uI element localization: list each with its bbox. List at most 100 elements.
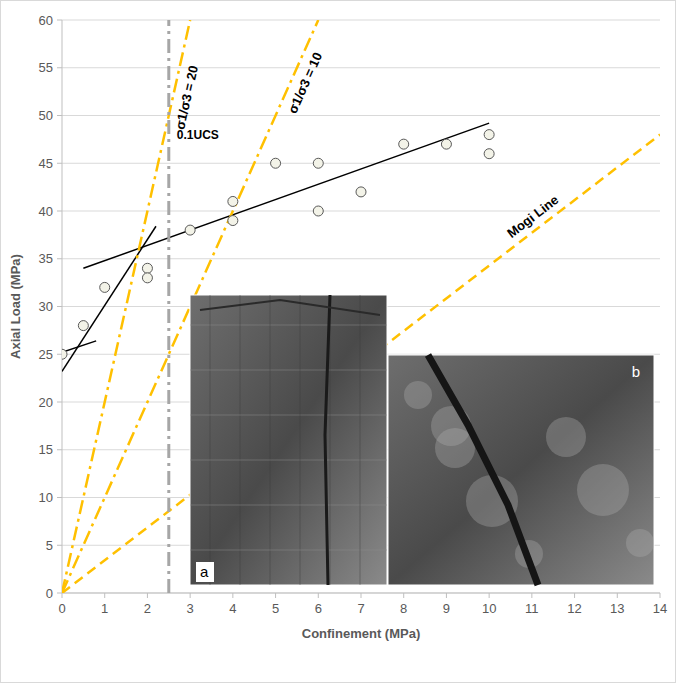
photo-label: b: [632, 363, 640, 380]
x-tick-label: 9: [443, 601, 450, 616]
data-point: [142, 273, 152, 283]
x-tick: [275, 593, 276, 598]
plot-area: [62, 20, 660, 593]
x-tick-label: 7: [357, 601, 364, 616]
data-point: [62, 349, 67, 359]
photo-texture: [190, 325, 387, 326]
photo-texture: [546, 417, 586, 457]
photo-texture: [190, 550, 387, 551]
grid-line: [62, 163, 660, 164]
y-tick-label: 60: [39, 13, 53, 28]
y-tick: [57, 306, 62, 307]
data-point: [484, 149, 494, 159]
frame: [1, 1, 676, 683]
data-point: [228, 196, 238, 206]
photo-label: a: [200, 563, 209, 580]
y-tick-label: 25: [39, 347, 53, 362]
x-tick: [62, 593, 63, 598]
y-tick-label: 30: [39, 299, 53, 314]
photo-texture: [626, 529, 654, 557]
x-tick-label: 1: [101, 601, 108, 616]
photo-label-ground: [196, 562, 214, 582]
y-tick-label: 45: [39, 156, 53, 171]
x-tick: [318, 593, 319, 598]
reference-line: [62, 20, 190, 593]
x-tick-label: 14: [653, 601, 667, 616]
y-axis-title: Axial Load (MPa): [8, 254, 23, 359]
x-tick-label: 13: [610, 601, 624, 616]
data-point: [185, 225, 195, 235]
y-tick-label: 5: [46, 538, 53, 553]
x-tick-label: 11: [525, 601, 539, 616]
x-tick: [232, 593, 233, 598]
x-tick-label: 8: [400, 601, 407, 616]
y-tick-label: 50: [39, 108, 53, 123]
photo-texture: [240, 295, 241, 585]
x-tick-label: 10: [482, 601, 496, 616]
x-tick: [489, 593, 490, 598]
data-point: [228, 216, 238, 226]
y-tick-label: 40: [39, 204, 53, 219]
x-tick-label: 5: [272, 601, 279, 616]
photo-texture: [190, 505, 387, 506]
data-point: [313, 206, 323, 216]
y-tick-label: 0: [46, 586, 53, 601]
y-tick: [57, 163, 62, 164]
y-tick: [57, 67, 62, 68]
grid-line: [62, 67, 660, 68]
y-tick: [57, 20, 62, 21]
x-tick-label: 12: [567, 601, 581, 616]
background: [0, 0, 676, 683]
x-tick-label: 2: [144, 601, 151, 616]
photo-texture: [404, 381, 432, 409]
data-point: [313, 158, 323, 168]
x-tick: [190, 593, 191, 598]
data-point: [356, 187, 366, 197]
line-label: 0.1UCS: [177, 128, 219, 142]
y-tick-label: 10: [39, 490, 53, 505]
y-tick-label: 55: [39, 60, 53, 75]
fit-line: [83, 123, 489, 268]
photo-texture: [190, 460, 387, 461]
photo-crack: [200, 300, 380, 315]
chart: 0123456789101112131405101520253035404550…: [0, 0, 676, 683]
data-point: [271, 158, 281, 168]
grid-line: [62, 258, 660, 259]
x-tick: [147, 593, 148, 598]
photo-texture: [300, 295, 301, 585]
data-point: [484, 130, 494, 140]
x-tick: [660, 593, 661, 598]
x-tick-label: 0: [58, 601, 65, 616]
photo: [190, 295, 387, 585]
photo-texture: [210, 295, 211, 585]
data-point: [78, 321, 88, 331]
photo: [388, 355, 654, 585]
x-tick-label: 6: [315, 601, 322, 616]
x-tick: [531, 593, 532, 598]
reference-line: [62, 135, 660, 593]
y-tick: [57, 354, 62, 355]
x-tick-label: 3: [187, 601, 194, 616]
y-tick-label: 35: [39, 251, 53, 266]
line-label: σ1/σ3 = 20: [172, 64, 201, 131]
data-point: [142, 263, 152, 273]
photo-texture: [190, 370, 387, 371]
y-tick: [57, 449, 62, 450]
y-tick: [57, 211, 62, 212]
x-tick: [617, 593, 618, 598]
grid-line: [62, 211, 660, 212]
y-tick: [57, 115, 62, 116]
x-tick: [446, 593, 447, 598]
x-tick-label: 4: [229, 601, 236, 616]
photo-texture: [190, 415, 387, 416]
y-tick-label: 15: [39, 442, 53, 457]
y-tick: [57, 402, 62, 403]
x-axis-title: Confinement (MPa): [302, 626, 420, 641]
x-tick: [574, 593, 575, 598]
grid-line: [62, 115, 660, 116]
y-tick: [57, 258, 62, 259]
x-tick: [403, 593, 404, 598]
line-label: σ1/σ3 = 10: [285, 50, 325, 116]
data-point: [100, 282, 110, 292]
photos: ab: [190, 295, 654, 585]
